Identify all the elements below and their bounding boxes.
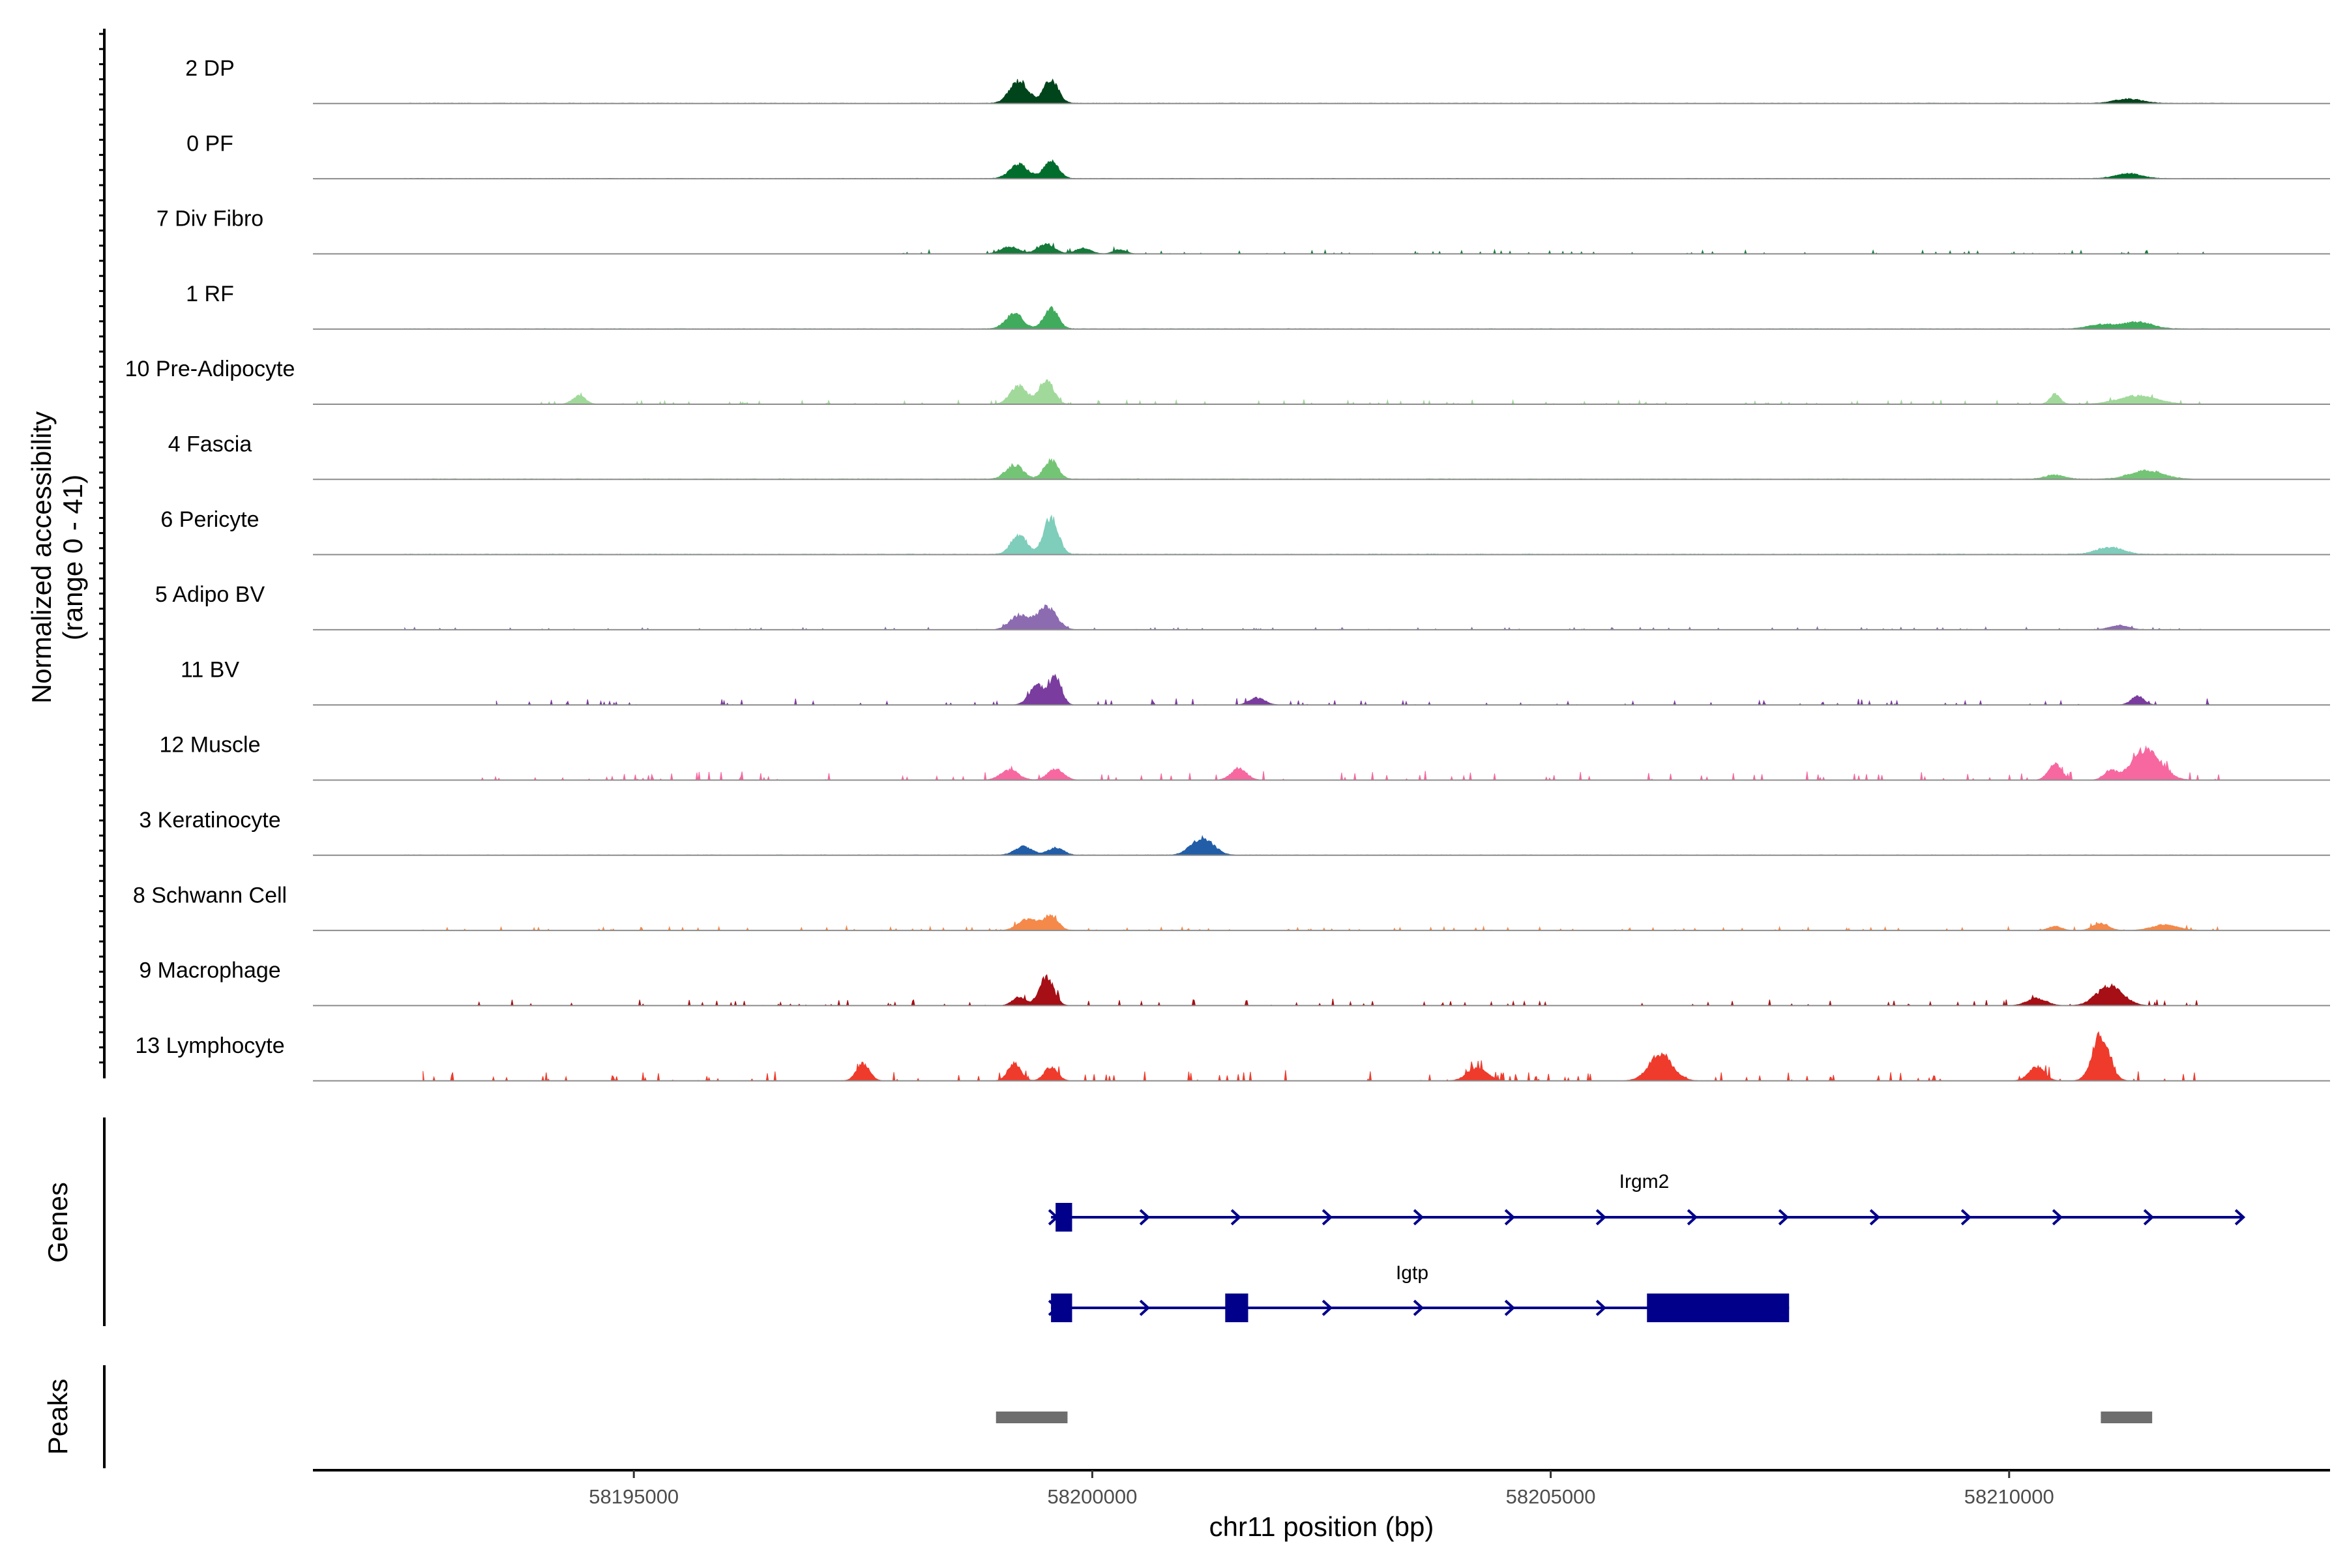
coverage-area: [496, 379, 2211, 406]
x-tick-label: 58205000: [1506, 1485, 1596, 1508]
strand-arrow: [2052, 1209, 2063, 1226]
peak-regions: [996, 1412, 2153, 1423]
coverage-area: [404, 604, 2239, 630]
track-label: 10 Pre-Adipocyte: [125, 357, 295, 381]
coverage-area: [404, 835, 2239, 856]
track-label: 5 Adipo BV: [155, 582, 265, 607]
track-label: 12 Muscle: [160, 733, 261, 758]
strand-arrow: [1139, 1209, 1151, 1226]
strand-arrow: [1504, 1209, 1516, 1226]
coverage-area: [477, 974, 2211, 1007]
strand-arrow: [1413, 1299, 1424, 1316]
coverage-track: [313, 78, 2330, 104]
gene-exon: [1055, 1203, 1072, 1232]
coverage-area: [891, 242, 2239, 255]
track-label: 1 RF: [186, 282, 234, 306]
strand-arrow: [1413, 1209, 1424, 1226]
gene-exon: [1647, 1294, 1790, 1322]
strand-arrow: [1778, 1209, 1790, 1226]
coverage-tracks: [313, 78, 2330, 1082]
coverage-area: [404, 306, 2240, 330]
coverage-track: [313, 974, 2330, 1007]
x-tick-label: 58195000: [589, 1485, 679, 1508]
track-label: 4 Fascia: [168, 432, 252, 457]
gene-exon: [1051, 1294, 1072, 1322]
track-label: 8 Schwann Cell: [133, 883, 287, 908]
strand-arrow: [1869, 1209, 1881, 1226]
strand-arrow: [1687, 1209, 1698, 1226]
coverage-track: [313, 306, 2330, 330]
coverage-y-ticks: [99, 33, 104, 1064]
track-label: 9 Macrophage: [139, 958, 280, 983]
coverage-area: [404, 514, 2240, 555]
track-label: 0 PF: [186, 131, 233, 156]
strand-arrow: [1321, 1209, 1333, 1226]
strand-arrow: [2234, 1209, 2246, 1226]
coverage-area: [404, 159, 2239, 179]
gene-name: Irgm2: [1619, 1171, 1670, 1192]
gene-models: Irgm2 Igtp: [1048, 1171, 2246, 1322]
y-axis-title-line1: Normalized accessibility: [26, 411, 57, 703]
gene-name: Igtp: [1396, 1262, 1428, 1284]
coverage-area: [404, 458, 2193, 480]
track-label: 6 Pericyte: [160, 507, 259, 532]
x-axis-title: chr11 position (bp): [1209, 1511, 1434, 1542]
coverage-track: [313, 514, 2330, 555]
coverage-area: [495, 673, 2248, 706]
peaks-axis-title: Peaks: [42, 1379, 73, 1455]
coverage-track: [313, 745, 2330, 782]
x-tick-label: 58200000: [1047, 1485, 1137, 1508]
coverage-track: [313, 604, 2330, 630]
coverage-area: [478, 745, 2221, 782]
coverage-track: [313, 1031, 2330, 1082]
y-axis-title-line2: (range 0 - 41): [57, 475, 88, 640]
peak-region: [996, 1412, 1068, 1423]
coverage-area: [422, 913, 2221, 932]
coverage-track: [313, 835, 2330, 856]
track-label: 11 BV: [181, 657, 239, 682]
gene-model: Irgm2: [1048, 1171, 2246, 1232]
strand-arrow: [1504, 1299, 1516, 1316]
strand-arrow: [1230, 1209, 1242, 1226]
strand-arrow: [2143, 1209, 2155, 1226]
track-label: 7 Div Fibro: [156, 207, 263, 231]
coverage-track: [313, 913, 2330, 932]
coverage-track: [313, 458, 2330, 481]
coverage-area: [422, 1031, 2221, 1082]
x-axis-ticks: 58195000 58200000 58205000 58210000: [589, 1470, 2054, 1508]
gene-exon: [1225, 1294, 1248, 1322]
track-label: 3 Keratinocyte: [139, 808, 280, 833]
track-label: 13 Lymphocyte: [135, 1033, 284, 1058]
strand-arrow: [1595, 1209, 1607, 1226]
coverage-area: [404, 78, 2239, 104]
track-label: 2 DP: [185, 56, 235, 81]
strand-arrow: [1595, 1299, 1607, 1316]
strand-arrow: [1321, 1299, 1333, 1316]
track-labels: 2 DP 0 PF 7 Div Fibro 1 RF 10 Pre-Adipocyte 4…: [125, 56, 295, 1058]
gene-model: Igtp: [1048, 1262, 1790, 1322]
x-tick-label: 58210000: [1964, 1485, 2054, 1508]
coverage-track: [313, 673, 2330, 706]
peak-region: [2101, 1412, 2153, 1423]
coverage-track: [313, 379, 2330, 406]
coverage-track: [313, 242, 2330, 255]
strand-arrow: [1960, 1209, 1972, 1226]
strand-arrow: [1139, 1299, 1151, 1316]
genes-axis-title: Genes: [42, 1182, 73, 1263]
coverage-track: [313, 159, 2330, 180]
